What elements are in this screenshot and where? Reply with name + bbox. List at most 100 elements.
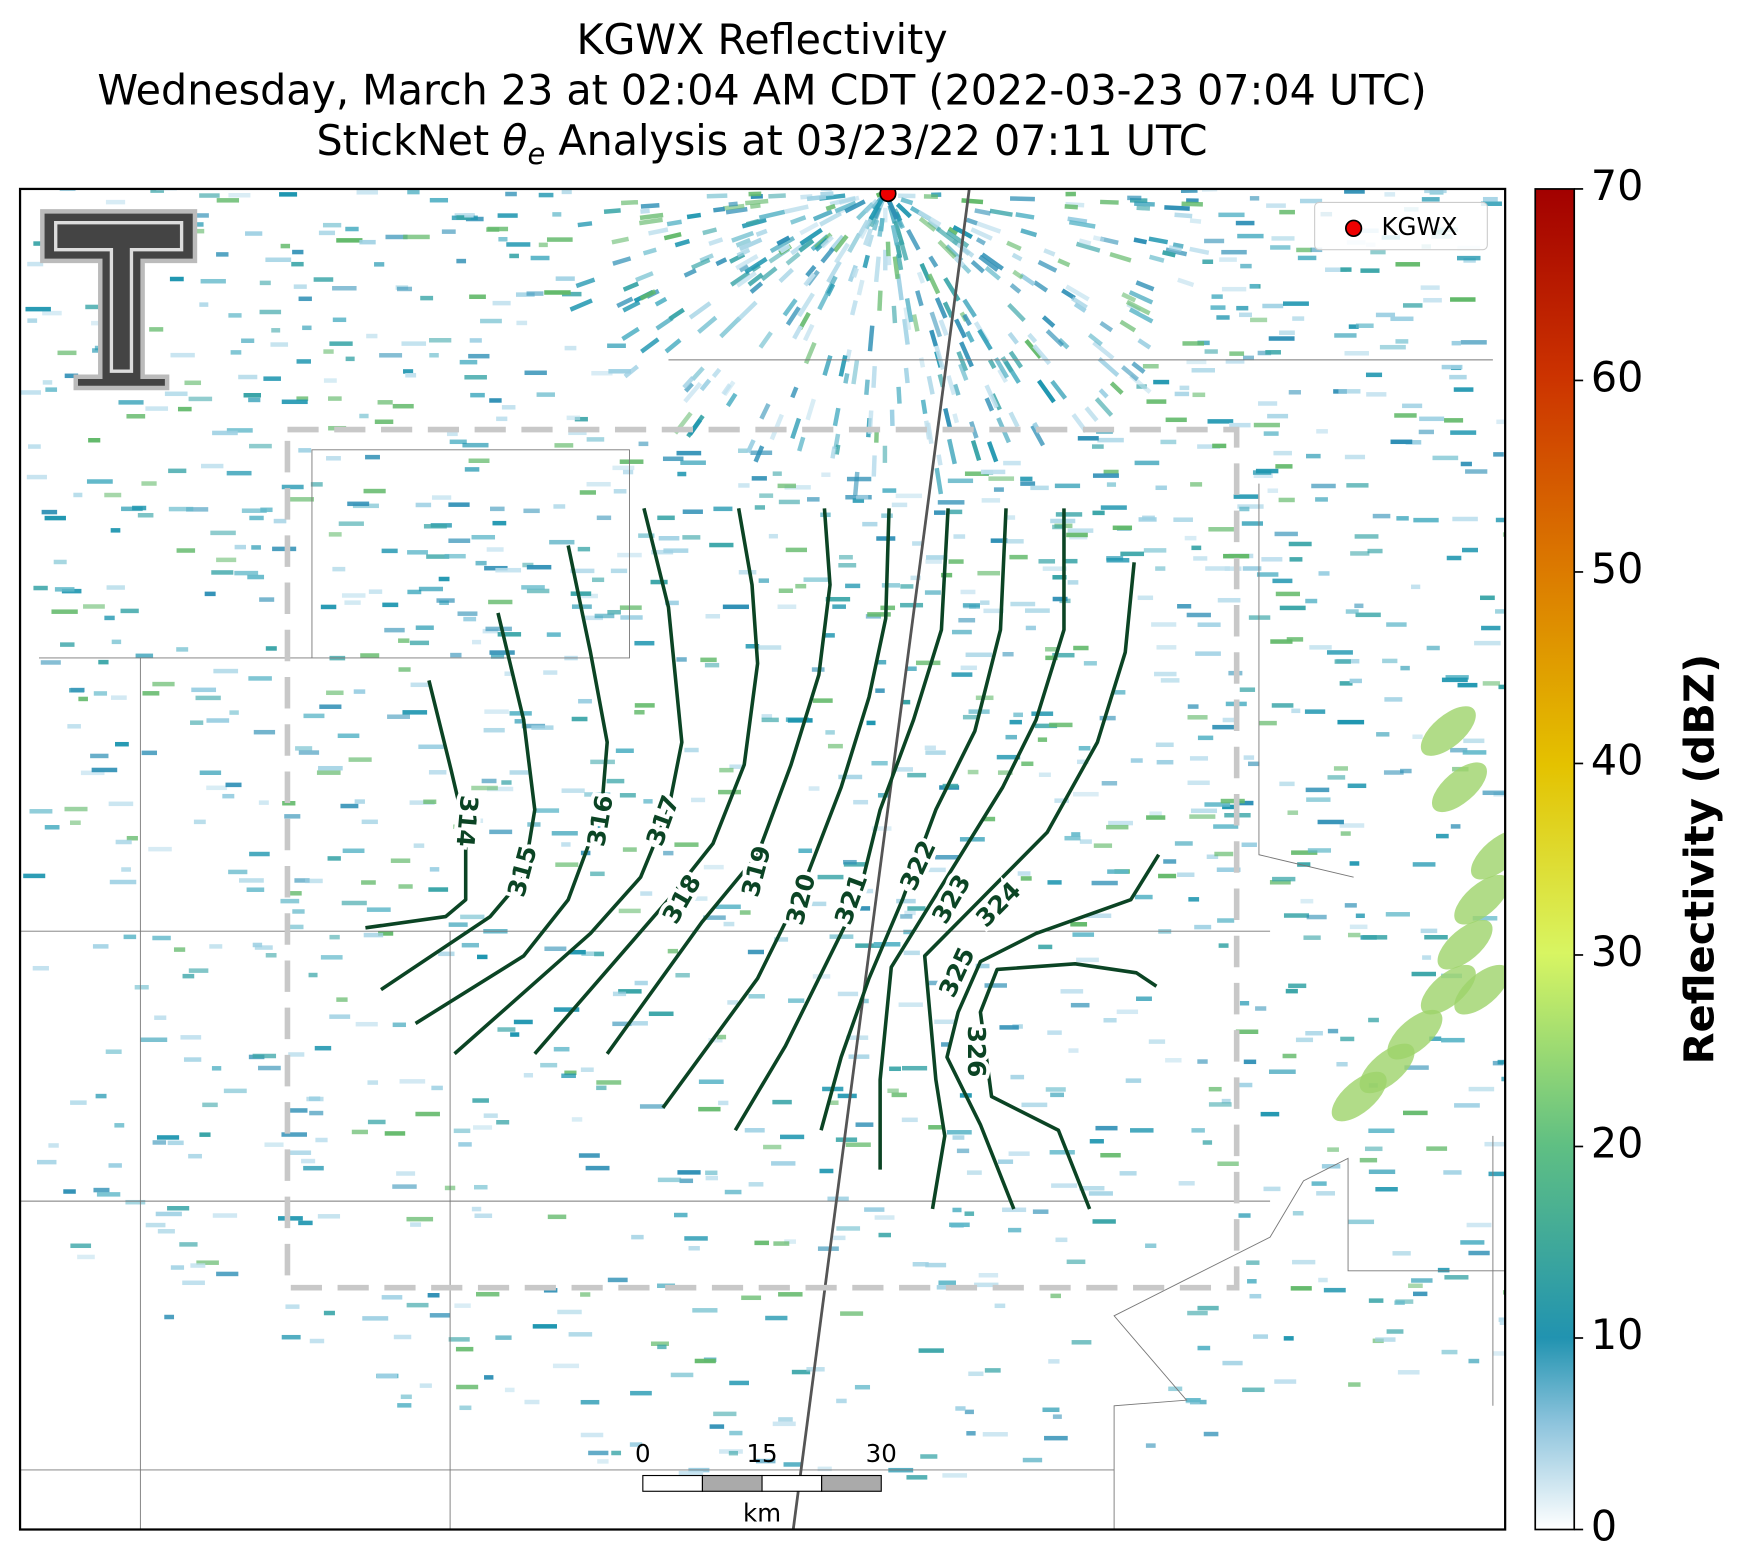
echo xyxy=(332,317,347,323)
echo xyxy=(153,131,176,135)
echo xyxy=(1004,890,1015,896)
echo xyxy=(697,315,718,334)
echo xyxy=(259,309,282,315)
echo xyxy=(817,1466,832,1472)
echo xyxy=(1197,1305,1219,1311)
echo xyxy=(1504,575,1506,581)
echo xyxy=(360,653,380,658)
echo xyxy=(63,1189,76,1194)
echo xyxy=(1092,510,1105,516)
echo xyxy=(889,409,895,426)
echo xyxy=(674,842,699,847)
echo xyxy=(340,803,359,809)
echo xyxy=(206,718,230,723)
echo xyxy=(1217,1161,1239,1166)
echo xyxy=(23,873,46,879)
echo xyxy=(648,227,669,236)
echo xyxy=(900,602,924,608)
echo xyxy=(223,1088,247,1094)
echo xyxy=(1255,1006,1267,1011)
echo xyxy=(1044,1435,1068,1441)
echo xyxy=(650,1341,669,1346)
echo xyxy=(182,1280,205,1286)
echo xyxy=(1065,284,1090,302)
echo xyxy=(709,1424,725,1429)
echo xyxy=(587,823,599,828)
echo xyxy=(278,172,293,176)
echo xyxy=(629,1442,643,1447)
echo xyxy=(377,400,393,405)
echo xyxy=(896,253,904,271)
echo xyxy=(1323,1287,1346,1293)
echo xyxy=(656,173,677,179)
echo xyxy=(206,785,228,791)
legend-box xyxy=(1314,201,1488,251)
echo xyxy=(1403,1110,1428,1116)
echo xyxy=(722,604,749,610)
echo xyxy=(1212,443,1227,449)
echo xyxy=(1083,661,1097,666)
echo xyxy=(345,226,359,232)
echo xyxy=(821,183,835,189)
echo xyxy=(580,1399,600,1405)
echo xyxy=(1266,203,1286,208)
echo xyxy=(60,642,75,647)
echo xyxy=(580,1432,604,1438)
echo xyxy=(683,268,697,278)
echo xyxy=(895,493,923,499)
echo xyxy=(980,600,990,605)
echo xyxy=(1204,802,1231,807)
echo xyxy=(96,1192,121,1197)
echo xyxy=(1192,392,1206,398)
echo xyxy=(296,359,311,364)
echo xyxy=(419,1383,432,1388)
echo xyxy=(691,797,706,803)
echo xyxy=(1338,389,1361,394)
echo xyxy=(1243,755,1255,760)
echo xyxy=(361,880,376,885)
echo xyxy=(924,590,941,595)
echo xyxy=(893,220,905,246)
echo xyxy=(1432,455,1459,461)
echo xyxy=(597,1459,609,1464)
echo xyxy=(783,1462,803,1467)
echo xyxy=(906,228,921,251)
echo xyxy=(1257,350,1272,356)
echo xyxy=(450,652,462,658)
echo xyxy=(1367,548,1383,554)
echo xyxy=(1263,1186,1281,1192)
echo xyxy=(106,585,125,590)
echo xyxy=(966,1431,976,1436)
echo xyxy=(446,431,458,437)
echo xyxy=(918,216,937,232)
echo xyxy=(891,305,898,324)
echo xyxy=(1263,431,1279,436)
echo xyxy=(1411,1278,1433,1283)
echo xyxy=(964,471,989,476)
echo xyxy=(279,192,298,197)
echo xyxy=(657,1177,682,1183)
echo xyxy=(471,1206,482,1212)
echo xyxy=(1009,719,1022,725)
echo xyxy=(1349,924,1368,930)
echo xyxy=(1197,622,1221,627)
echo xyxy=(790,386,799,399)
echo xyxy=(956,350,969,372)
echo xyxy=(951,672,973,677)
echo xyxy=(712,181,729,186)
colorbar-label: Reflectivity (dBZ) xyxy=(1675,654,1723,1065)
echo xyxy=(845,1142,871,1147)
echo xyxy=(555,862,579,867)
echo xyxy=(226,470,252,476)
echo xyxy=(402,710,428,715)
echo xyxy=(1229,422,1251,428)
echo xyxy=(1211,294,1223,299)
echo xyxy=(497,213,518,218)
echo xyxy=(956,1148,970,1154)
echo xyxy=(148,846,172,852)
echo xyxy=(1066,532,1088,538)
echo xyxy=(141,160,155,164)
echo xyxy=(1095,1125,1118,1131)
echo xyxy=(533,808,560,813)
echo xyxy=(1372,513,1391,519)
